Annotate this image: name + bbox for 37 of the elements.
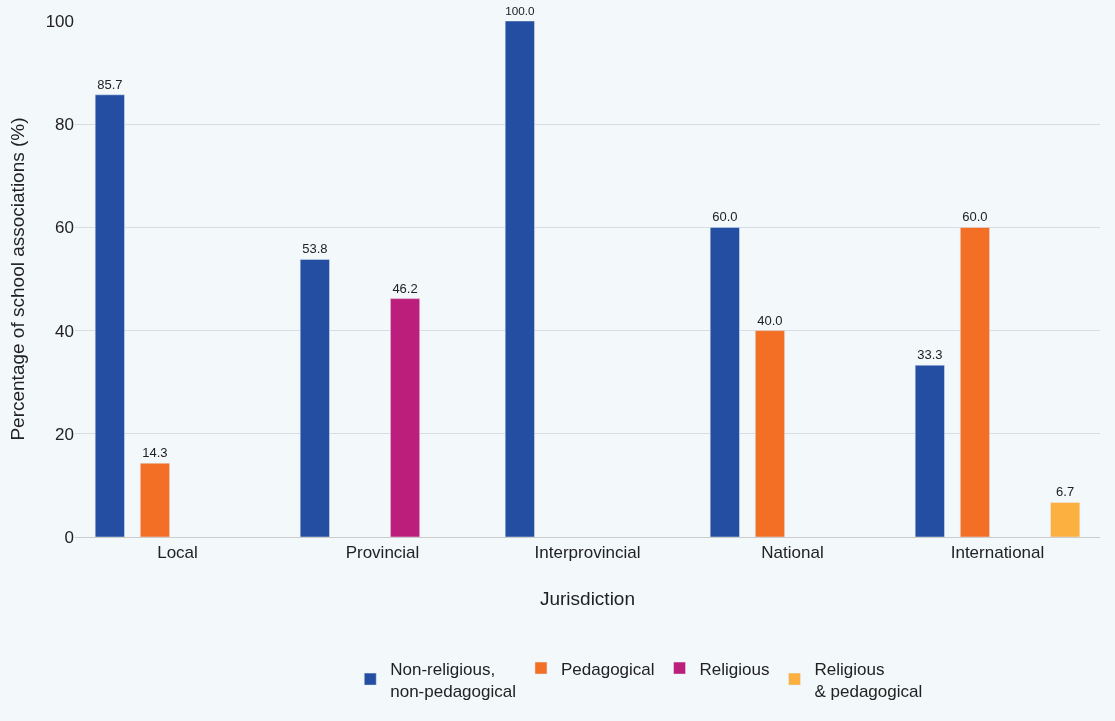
x-axis-title: Jurisdiction: [539, 588, 636, 610]
data-label: 53.8: [302, 241, 328, 257]
data-label: 85.7: [97, 76, 123, 92]
bar: [914, 364, 945, 537]
y-tick-label: 80: [55, 115, 74, 135]
legend-label: Religious: [699, 659, 770, 679]
data-label: 100.0: [505, 4, 535, 18]
bar: [390, 298, 420, 537]
bar: [755, 330, 785, 537]
legend-label: Non-religious, non-pedagogical: [390, 659, 516, 701]
data-label: 60.0: [712, 209, 738, 225]
x-tick-label: International: [950, 543, 1045, 563]
bar: [504, 21, 535, 537]
bar: [94, 94, 125, 537]
y-tick-label: 40: [55, 321, 74, 341]
data-label: 40.0: [757, 312, 783, 328]
data-label: 46.2: [392, 280, 418, 296]
data-label: 60.0: [962, 209, 988, 225]
y-tick-label: 100: [45, 11, 74, 31]
data-label: 14.3: [142, 445, 168, 461]
bar: [709, 227, 740, 537]
y-tick-label: 20: [55, 424, 74, 444]
x-tick-label: Provincial: [345, 543, 420, 563]
bar: [960, 227, 990, 537]
y-tick-label: 60: [55, 218, 74, 238]
legend-label: Pedagogical: [560, 659, 655, 679]
x-tick-label: Local: [157, 543, 198, 563]
legend-label: Religious & pedagogical: [814, 659, 923, 701]
bar: [299, 259, 330, 537]
data-label: 33.3: [917, 347, 943, 363]
bar: [140, 462, 170, 537]
bar: [1050, 502, 1081, 537]
data-label: 6.7: [1056, 484, 1075, 500]
x-tick-label: National: [761, 543, 824, 563]
y-axis-title: Percentage of school associations (%): [7, 117, 29, 441]
x-tick-label: Interprovincial: [534, 543, 641, 563]
y-tick-label: 0: [64, 527, 74, 547]
